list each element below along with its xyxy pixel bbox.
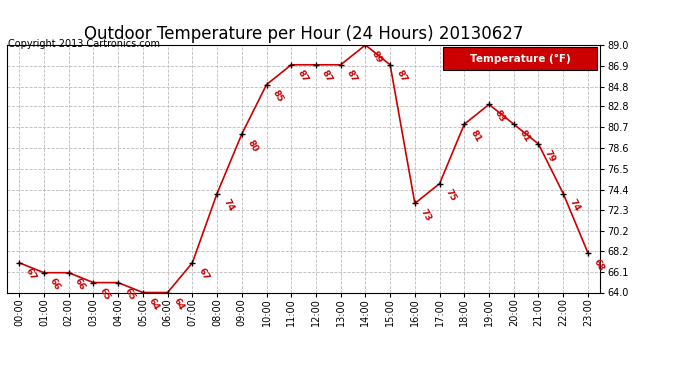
Text: 64: 64 xyxy=(172,297,186,312)
Text: Temperature (°F): Temperature (°F) xyxy=(470,54,571,64)
Text: 81: 81 xyxy=(469,128,482,144)
Title: Outdoor Temperature per Hour (24 Hours) 20130627: Outdoor Temperature per Hour (24 Hours) … xyxy=(84,26,523,44)
Text: 68: 68 xyxy=(592,257,606,272)
Text: 73: 73 xyxy=(419,208,433,223)
Text: 65: 65 xyxy=(122,287,137,302)
Text: 87: 87 xyxy=(320,69,334,84)
FancyBboxPatch shape xyxy=(443,48,598,70)
Text: 74: 74 xyxy=(221,198,235,213)
Text: 79: 79 xyxy=(542,148,557,164)
Text: 87: 87 xyxy=(345,69,359,84)
Text: 80: 80 xyxy=(246,138,260,153)
Text: 87: 87 xyxy=(295,69,310,84)
Text: 67: 67 xyxy=(23,267,37,282)
Text: 66: 66 xyxy=(48,277,62,292)
Text: 64: 64 xyxy=(147,297,161,312)
Text: 81: 81 xyxy=(518,128,532,144)
Text: 66: 66 xyxy=(73,277,87,292)
Text: 74: 74 xyxy=(567,198,582,213)
Text: 67: 67 xyxy=(197,267,210,282)
Text: 83: 83 xyxy=(493,109,507,124)
Text: Copyright 2013 Cartronics.com: Copyright 2013 Cartronics.com xyxy=(8,39,160,50)
Text: 75: 75 xyxy=(444,188,458,203)
Text: 87: 87 xyxy=(394,69,408,84)
Text: 89: 89 xyxy=(370,49,384,64)
Text: 65: 65 xyxy=(97,287,112,302)
Text: 85: 85 xyxy=(270,89,285,104)
